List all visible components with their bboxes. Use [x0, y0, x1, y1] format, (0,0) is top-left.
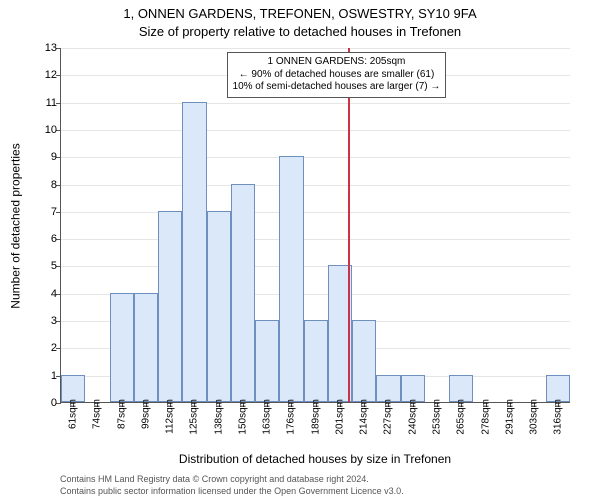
- reference-line: [348, 48, 350, 402]
- xtick-label: 189sqm: [310, 399, 321, 435]
- xtick-label: 61sqm: [68, 399, 79, 429]
- xtick-label: 125sqm: [189, 399, 200, 435]
- gridline: [61, 130, 570, 131]
- histogram-bar: [110, 293, 134, 402]
- chart-title-desc: Size of property relative to detached ho…: [0, 24, 600, 39]
- ytick-label: 3: [39, 315, 57, 327]
- histogram-bar: [158, 211, 182, 402]
- histogram-bar: [134, 293, 158, 402]
- histogram-bar: [279, 156, 303, 402]
- annotation-box: 1 ONNEN GARDENS: 205sqm← 90% of detached…: [227, 52, 447, 98]
- histogram-bar: [207, 211, 231, 402]
- xtick-label: 138sqm: [213, 399, 224, 435]
- histogram-bar: [546, 375, 570, 402]
- histogram-bar: [401, 375, 425, 402]
- ytick-label: 2: [39, 342, 57, 354]
- xtick-label: 150sqm: [237, 399, 248, 435]
- annotation-line-1: 1 ONNEN GARDENS: 205sqm: [233, 56, 441, 69]
- histogram-bar: [182, 102, 206, 402]
- annotation-line-3: 10% of semi-detached houses are larger (…: [233, 81, 441, 94]
- histogram-bar: [304, 320, 328, 402]
- xtick-label: 240sqm: [407, 399, 418, 435]
- gridline: [61, 103, 570, 104]
- plot-area: 01234567891011121361sqm74sqm87sqm99sqm11…: [60, 48, 570, 403]
- gridline: [61, 212, 570, 213]
- histogram-bar: [61, 375, 85, 402]
- footer-licence: Contains public sector information licen…: [60, 486, 404, 496]
- gridline: [61, 266, 570, 267]
- y-axis-label: Number of detached properties: [8, 48, 24, 403]
- ytick-label: 1: [39, 370, 57, 382]
- xtick-label: 265sqm: [456, 399, 467, 435]
- ytick-label: 6: [39, 233, 57, 245]
- xtick-label: 99sqm: [140, 399, 151, 429]
- ytick-label: 10: [39, 124, 57, 136]
- xtick-label: 201sqm: [334, 399, 345, 435]
- x-axis-label: Distribution of detached houses by size …: [60, 452, 570, 466]
- gridline: [61, 239, 570, 240]
- xtick-label: 214sqm: [359, 399, 370, 435]
- chart-title-address: 1, ONNEN GARDENS, TREFONEN, OSWESTRY, SY…: [0, 6, 600, 21]
- xtick-label: 291sqm: [504, 399, 515, 435]
- histogram-bar: [352, 320, 376, 402]
- ytick-label: 9: [39, 151, 57, 163]
- xtick-label: 74sqm: [92, 399, 103, 429]
- gridline: [61, 185, 570, 186]
- xtick-label: 176sqm: [286, 399, 297, 435]
- ytick-label: 13: [39, 42, 57, 54]
- histogram-bar: [231, 184, 255, 402]
- ytick-label: 7: [39, 206, 57, 218]
- xtick-label: 278sqm: [480, 399, 491, 435]
- annotation-line-2: ← 90% of detached houses are smaller (61…: [233, 69, 441, 82]
- xtick-label: 316sqm: [553, 399, 564, 435]
- xtick-label: 303sqm: [529, 399, 540, 435]
- ytick-label: 0: [39, 397, 57, 409]
- ytick-label: 12: [39, 69, 57, 81]
- histogram-bar: [376, 375, 400, 402]
- xtick-label: 163sqm: [262, 399, 273, 435]
- xtick-label: 112sqm: [165, 399, 176, 434]
- ytick-label: 8: [39, 179, 57, 191]
- ytick-label: 4: [39, 288, 57, 300]
- xtick-label: 87sqm: [116, 399, 127, 429]
- gridline: [61, 157, 570, 158]
- histogram-bar: [449, 375, 473, 402]
- property-size-chart: 1, ONNEN GARDENS, TREFONEN, OSWESTRY, SY…: [0, 0, 600, 500]
- ytick-label: 5: [39, 260, 57, 272]
- gridline: [61, 48, 570, 49]
- xtick-label: 253sqm: [432, 399, 443, 435]
- histogram-bar: [255, 320, 279, 402]
- xtick-label: 227sqm: [383, 399, 394, 435]
- footer-copyright: Contains HM Land Registry data © Crown c…: [60, 474, 369, 484]
- ytick-label: 11: [39, 97, 57, 109]
